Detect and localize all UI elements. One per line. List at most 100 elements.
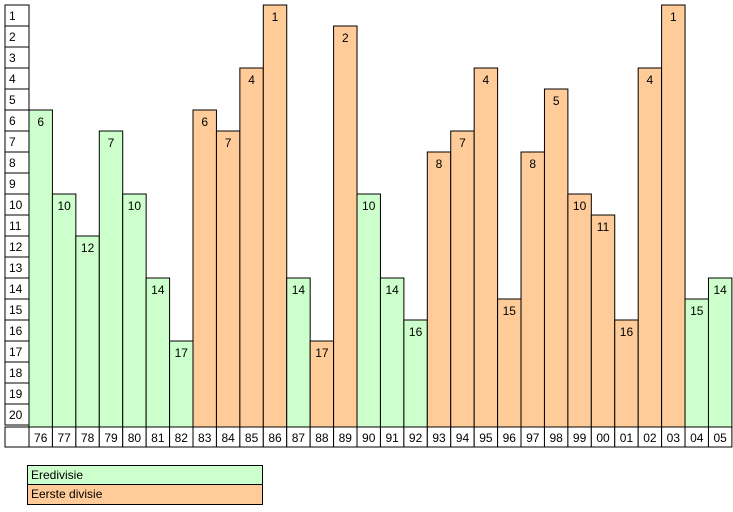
y-tick-label: 4 bbox=[9, 72, 16, 86]
x-tick-label: 76 bbox=[34, 431, 48, 445]
bar-84 bbox=[215, 130, 241, 428]
y-tick-label: 2 bbox=[9, 30, 16, 44]
bar-value-label: 8 bbox=[529, 157, 536, 171]
x-tick-label: 02 bbox=[643, 431, 657, 445]
bar-value-label: 15 bbox=[503, 304, 517, 318]
x-tick-label: 99 bbox=[573, 431, 587, 445]
bar-96 bbox=[497, 298, 522, 428]
bar-value-label: 17 bbox=[175, 346, 189, 360]
x-tick-box bbox=[707, 426, 733, 448]
bar-79 bbox=[98, 130, 124, 428]
bar-98 bbox=[543, 88, 569, 428]
bar-90 bbox=[356, 193, 381, 428]
x-axis-corner bbox=[4, 426, 30, 448]
x-tick-label: 96 bbox=[503, 431, 517, 445]
y-tick-label: 17 bbox=[9, 345, 23, 359]
bar-85 bbox=[239, 67, 264, 428]
bar-80 bbox=[122, 193, 147, 428]
bar-value-label: 5 bbox=[553, 94, 560, 108]
bar-03 bbox=[661, 4, 686, 428]
bar-97 bbox=[520, 151, 545, 428]
y-tick-label: 1 bbox=[9, 9, 16, 23]
x-tick-label: 85 bbox=[245, 431, 259, 445]
bar-value-label: 14 bbox=[151, 283, 165, 297]
x-tick-label: 98 bbox=[549, 431, 563, 445]
x-axis-ticks: 76 77 78 79 80 81 82 83 84 85 86 87 88 89 90 91 92 93 94 95… bbox=[4, 426, 733, 448]
bar-value-label: 7 bbox=[108, 136, 115, 150]
x-tick-label: 92 bbox=[409, 431, 423, 445]
x-tick-label: 94 bbox=[456, 431, 470, 445]
x-tick-label: 90 bbox=[362, 431, 376, 445]
y-tick-label: 15 bbox=[9, 303, 23, 317]
bar-value-label: 12 bbox=[81, 241, 95, 255]
bar-value-label: 11 bbox=[597, 220, 610, 234]
bar-value-label: 10 bbox=[128, 199, 142, 213]
x-tick-label: 01 bbox=[620, 431, 634, 445]
bar-02 bbox=[637, 67, 663, 428]
y-tick-label: 7 bbox=[9, 135, 16, 149]
x-tick-label: 97 bbox=[526, 431, 540, 445]
x-tick-label: 93 bbox=[432, 431, 446, 445]
bar-04 bbox=[684, 298, 709, 428]
y-tick-label: 6 bbox=[9, 114, 16, 128]
bar-77 bbox=[51, 193, 77, 428]
x-tick-label: 87 bbox=[292, 431, 306, 445]
x-tick-label: 95 bbox=[479, 431, 493, 445]
x-tick-label: 04 bbox=[690, 431, 704, 445]
y-tick-label: 3 bbox=[9, 51, 16, 65]
x-tick-label: 86 bbox=[268, 431, 282, 445]
bar-value-label: 4 bbox=[248, 73, 255, 87]
bar-value-label: 15 bbox=[690, 304, 704, 318]
bar-87 bbox=[286, 277, 311, 428]
y-tick-label: 11 bbox=[9, 219, 22, 233]
y-tick-label: 13 bbox=[9, 261, 23, 275]
x-tick-label: 82 bbox=[175, 431, 189, 445]
x-tick-label: 80 bbox=[128, 431, 142, 445]
x-tick-label: 84 bbox=[221, 431, 235, 445]
bar-value-label: 14 bbox=[292, 283, 306, 297]
bar-93 bbox=[426, 151, 452, 428]
bar-value-label: 10 bbox=[57, 199, 71, 213]
bar-value-label: 6 bbox=[201, 115, 208, 129]
bar-76 bbox=[28, 109, 53, 428]
bar-95 bbox=[473, 67, 499, 428]
bar-value-label: 10 bbox=[573, 199, 587, 213]
bar-value-label: 10 bbox=[362, 199, 376, 213]
bar-value-label: 2 bbox=[342, 31, 349, 45]
y-tick-label: 5 bbox=[9, 93, 16, 107]
bar-value-label: 16 bbox=[409, 325, 423, 339]
bar-value-label: 1 bbox=[670, 10, 677, 24]
x-tick-label: 89 bbox=[339, 431, 353, 445]
legend-entry-eerste-divisie: Eerste divisie bbox=[27, 485, 263, 505]
y-tick-label: 12 bbox=[9, 240, 23, 254]
bar-00 bbox=[590, 214, 616, 428]
bar-value-label: 1 bbox=[272, 10, 279, 24]
legend: Eredivisie Eerste divisie bbox=[27, 465, 263, 505]
bar-value-label: 6 bbox=[37, 115, 44, 129]
y-tick-label: 19 bbox=[9, 387, 23, 401]
bar-value-label: 7 bbox=[225, 136, 232, 150]
bar-value-label: 14 bbox=[385, 283, 399, 297]
bar-91 bbox=[379, 277, 405, 428]
y-tick-label: 16 bbox=[9, 324, 23, 338]
x-tick-label: 78 bbox=[81, 431, 95, 445]
x-tick-label: 83 bbox=[198, 431, 212, 445]
bar-81 bbox=[145, 277, 171, 428]
bar-value-label: 14 bbox=[714, 283, 728, 297]
bar-94 bbox=[450, 130, 475, 428]
bar-83 bbox=[192, 109, 217, 428]
bar-value-label: 17 bbox=[315, 346, 329, 360]
y-tick-label: 8 bbox=[9, 156, 16, 170]
bars: 6101271014176741141721014168741585101116… bbox=[28, 4, 733, 428]
y-tick-label: 9 bbox=[9, 177, 16, 191]
bar-value-label: 7 bbox=[459, 136, 466, 150]
bar-99 bbox=[567, 193, 592, 428]
x-tick-label: 79 bbox=[104, 431, 118, 445]
x-tick-label: 77 bbox=[57, 431, 71, 445]
bar-89 bbox=[333, 25, 358, 428]
bar-value-label: 16 bbox=[620, 325, 634, 339]
x-tick-label: 05 bbox=[714, 431, 728, 445]
bar-86 bbox=[262, 4, 288, 428]
y-tick-label: 18 bbox=[9, 366, 23, 380]
